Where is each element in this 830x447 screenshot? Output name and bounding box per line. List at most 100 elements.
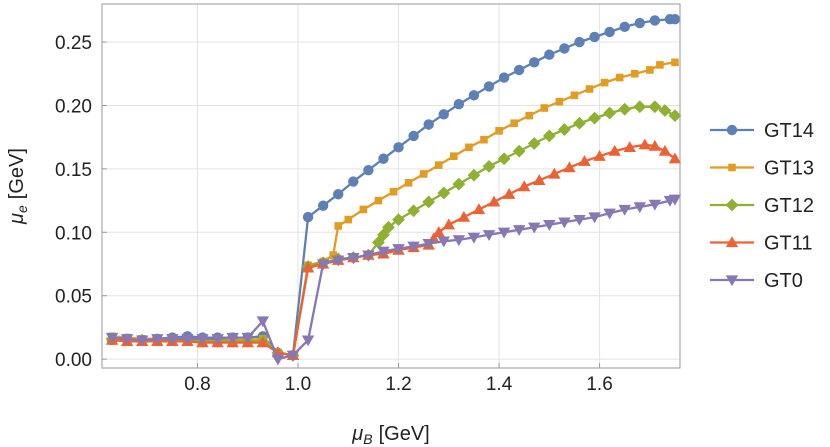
x-axis-label-unit: [GeV]	[379, 423, 430, 445]
legend-item-gt12: GT12	[710, 195, 814, 217]
data-point-gt12	[588, 111, 601, 125]
data-point-gt0	[226, 332, 239, 344]
data-point-gt11	[533, 174, 546, 185]
data-point-gt13	[389, 187, 398, 196]
data-point-gt13	[510, 119, 518, 128]
y-axis-label: μe [GeV]	[6, 148, 30, 225]
y-axis-label-symbol: μ	[6, 213, 28, 225]
data-point-gt13	[656, 61, 664, 69]
data-point-gt12	[422, 195, 436, 209]
y-tick-label: 0.10	[55, 223, 92, 244]
data-point-gt14	[619, 21, 630, 33]
data-point-gt0	[196, 334, 209, 346]
data-point-gt0	[528, 222, 541, 234]
data-point-gt11	[548, 167, 561, 179]
x-tick-label: 1.6	[586, 374, 612, 395]
data-point-gt0	[151, 334, 164, 346]
data-point-gt13	[344, 215, 353, 224]
data-point-gt13	[334, 222, 343, 230]
data-point-gt0	[452, 235, 466, 247]
data-point-gt12	[618, 102, 632, 116]
data-point-gt0	[286, 350, 300, 362]
data-point-gt0	[211, 334, 224, 346]
data-point-gt14	[544, 49, 555, 60]
data-point-gt14	[408, 130, 419, 142]
data-point-gt13	[495, 127, 503, 135]
legend-label: GT11	[764, 233, 813, 255]
data-point-gt12	[542, 129, 556, 143]
data-point-gt0	[422, 239, 435, 250]
data-point-gt11	[608, 144, 621, 156]
data-point-gt0	[241, 332, 254, 344]
data-point-gt14	[468, 90, 480, 101]
data-point-gt14	[529, 57, 540, 68]
data-point-gt13	[419, 170, 428, 178]
data-point-gt0	[497, 227, 511, 239]
grid-layer	[102, 4, 680, 368]
data-point-gt0	[668, 194, 682, 206]
data-point-gt12	[512, 144, 526, 158]
data-point-gt14	[438, 109, 449, 120]
data-point-gt0	[166, 334, 179, 346]
series-gt12	[105, 100, 682, 362]
y-tick-label: 0.25	[55, 33, 92, 54]
legend-label: GT13	[764, 158, 814, 180]
data-point-gt0	[648, 199, 662, 211]
data-point-gt13	[570, 91, 579, 100]
legend-item-gt13: GT13	[710, 158, 814, 180]
y-tick-label: 0.00	[55, 350, 92, 371]
data-point-gt13	[359, 205, 368, 214]
series-layer	[105, 14, 682, 366]
data-point-gt0	[256, 316, 270, 328]
data-point-gt12	[573, 116, 586, 130]
data-point-gt14	[559, 43, 570, 54]
data-point-gt12	[452, 177, 466, 191]
data-point-gt13	[585, 85, 594, 93]
series-gt0	[105, 194, 682, 366]
series-line-gt13	[112, 61, 676, 357]
data-point-gt13	[540, 104, 549, 112]
data-point-gt13	[404, 179, 413, 187]
x-tick-label: 1.0	[285, 374, 311, 395]
data-point-gt11	[442, 218, 455, 230]
data-point-gt12	[497, 152, 511, 166]
data-point-gt11	[432, 226, 445, 237]
data-point-gt11	[472, 203, 486, 215]
data-point-gt0	[618, 204, 631, 216]
data-point-gt0	[543, 220, 556, 231]
legend-swatch-marker	[725, 236, 739, 248]
data-point-gt13	[525, 111, 534, 120]
data-point-gt14	[423, 119, 434, 130]
data-point-gt14	[317, 200, 329, 211]
data-point-gt12	[392, 213, 405, 227]
data-point-gt13	[671, 58, 679, 67]
data-point-gt11	[668, 152, 682, 164]
series-line-gt14	[112, 18, 675, 357]
data-point-gt14	[363, 164, 374, 176]
data-point-gt14	[574, 36, 585, 48]
y-tick-label: 0.15	[55, 160, 92, 181]
series-line-gt12	[112, 105, 676, 357]
data-point-gt0	[181, 334, 194, 346]
y-tick-label: 0.20	[55, 96, 92, 117]
data-point-gt11	[487, 195, 501, 207]
data-point-gt12	[668, 109, 682, 123]
data-point-gt14	[604, 26, 615, 38]
legend-swatch-marker	[728, 163, 736, 172]
data-point-gt0	[136, 335, 149, 347]
data-point-gt14	[348, 176, 359, 187]
legend-item-gt14: GT14	[710, 120, 814, 142]
data-point-gt12	[658, 104, 672, 117]
data-point-gt14	[483, 81, 495, 92]
data-point-gt12	[603, 106, 617, 120]
y-tick-label: 0.05	[55, 287, 92, 308]
data-point-gt0	[301, 335, 315, 347]
data-point-gt0	[573, 214, 586, 226]
series-gt14	[106, 14, 681, 361]
x-axis-label-symbol: μ	[351, 423, 363, 445]
y-axis-label-subscript: e	[14, 205, 30, 213]
legend-item-gt0: GT0	[710, 270, 803, 292]
y-axis-label-unit: [GeV]	[6, 148, 28, 199]
data-point-gt12	[648, 100, 662, 114]
